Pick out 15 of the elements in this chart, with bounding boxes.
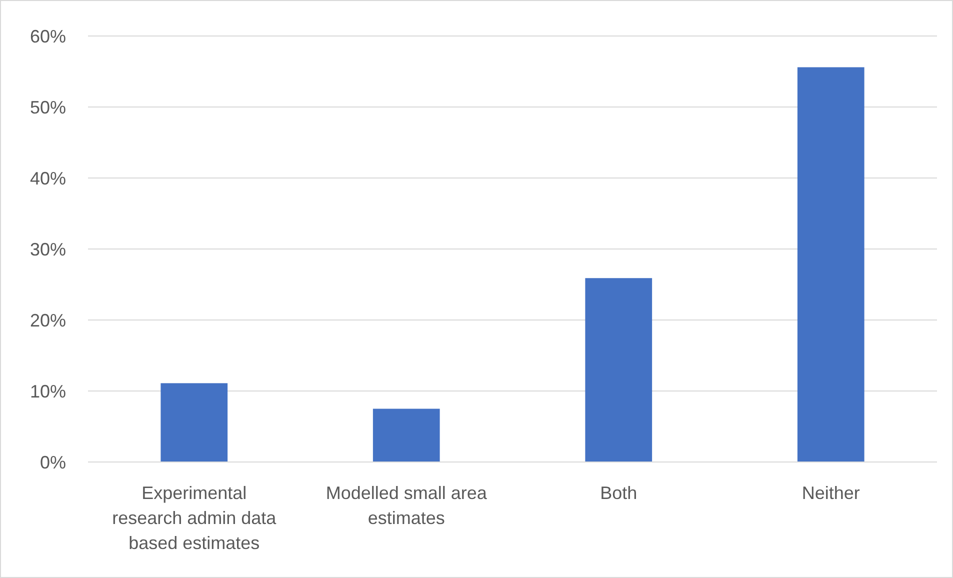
y-tick-label: 30% [30,239,66,260]
bar [160,383,228,462]
y-tick-label: 50% [30,97,66,118]
y-tick-label: 10% [30,381,66,402]
y-tick-label: 40% [30,168,66,188]
bar [797,67,864,462]
y-tick-label: 60% [30,26,66,46]
x-tick-label: Modelled small area estimates [326,483,488,528]
x-tick-label: Neither [802,483,860,503]
y-tick-label: 20% [30,310,66,330]
x-tick-label: Both [600,483,638,503]
bar [585,278,652,462]
y-tick-label: 0% [40,452,66,472]
bar [372,408,440,462]
x-tick-label: Experimental research admin data based estimates [112,483,278,553]
